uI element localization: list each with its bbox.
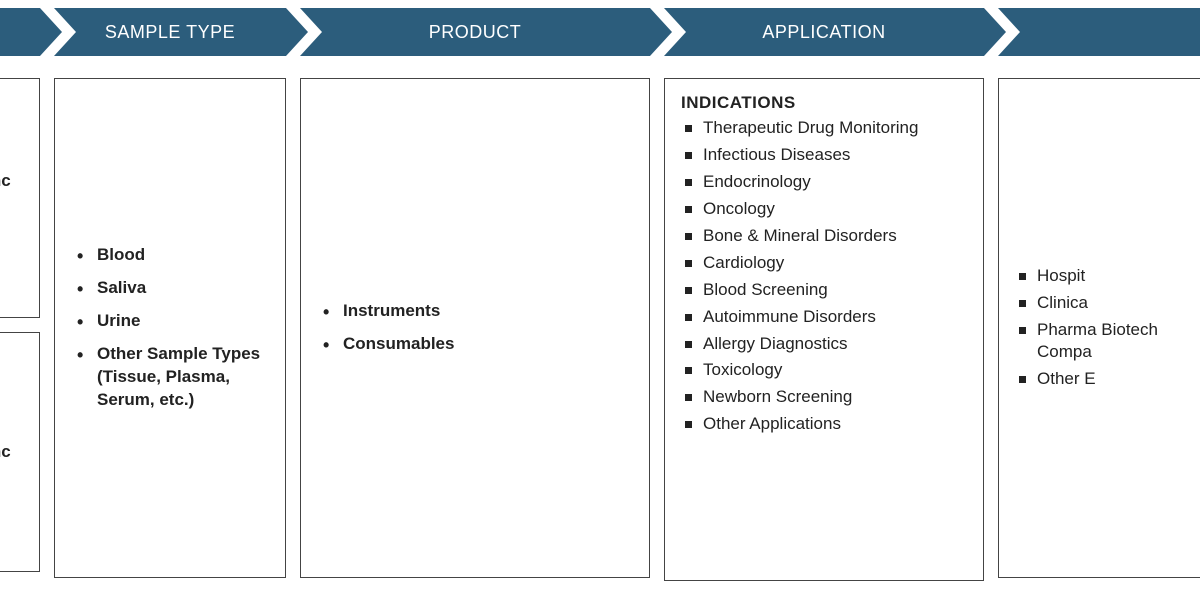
list-item: Infectious Diseases: [681, 144, 967, 167]
list-item: Bone & Mineral Disorders: [681, 225, 967, 248]
list-item: Oncology: [681, 198, 967, 221]
header-label: SAMPLE TYPE: [105, 22, 235, 43]
column-product: PRODUCT Instruments Consumables: [300, 8, 650, 581]
list-item: Blood Screening: [681, 279, 967, 302]
list-item: escenc: [0, 441, 11, 464]
list-item: Instruments: [317, 300, 454, 323]
list-item: escenc: [0, 170, 11, 193]
segmentation-diagram: RY escenc say e escenc ssay SAMPLE TYPE: [0, 0, 1200, 589]
sample-type-box: Blood Saliva Urine Other Sample Types (T…: [54, 78, 286, 578]
list-item: Newborn Screening: [681, 386, 967, 409]
list-item: Hospit: [1015, 265, 1200, 288]
column-application: APPLICATION INDICATIONS Therapeutic Drug…: [664, 8, 984, 581]
list-item: Other Sample Types (Tissue, Plasma, Seru…: [71, 343, 269, 412]
header-product: PRODUCT: [300, 8, 650, 56]
product-box: Instruments Consumables: [300, 78, 650, 578]
list-item: Cardiology: [681, 252, 967, 275]
list-item: say: [0, 203, 11, 226]
header-sample-type: SAMPLE TYPE: [54, 8, 286, 56]
list-item: Pharma Biotech Compa: [1015, 319, 1200, 365]
list-item: e: [0, 408, 11, 431]
list-item: Therapeutic Drug Monitoring: [681, 117, 967, 140]
header-end-user: [998, 8, 1200, 56]
header-application: APPLICATION: [664, 8, 984, 56]
end-user-box: Hospit Clinica Pharma Biotech Compa Othe…: [998, 78, 1200, 578]
list-item: Saliva: [71, 277, 269, 300]
header-technology: RY: [0, 8, 40, 56]
column-end-user: Hospit Clinica Pharma Biotech Compa Othe…: [998, 8, 1200, 581]
column-sample-type: SAMPLE TYPE Blood Saliva Urine Other Sam…: [54, 8, 286, 581]
list-item: Urine: [71, 310, 269, 333]
list-item: Clinica: [1015, 292, 1200, 315]
list-item: Allergy Diagnostics: [681, 333, 967, 356]
header-label: PRODUCT: [429, 22, 522, 43]
list-item: Other E: [1015, 368, 1200, 391]
list-item: Autoimmune Disorders: [681, 306, 967, 329]
list-item: ssay: [0, 473, 11, 496]
list-item: Endocrinology: [681, 171, 967, 194]
application-box: INDICATIONS Therapeutic Drug Monitoring …: [664, 78, 984, 581]
technology-box-1: escenc say: [0, 78, 40, 318]
list-item: Consumables: [317, 333, 454, 356]
list-item: Other Applications: [681, 413, 967, 436]
indications-title: INDICATIONS: [681, 93, 967, 113]
list-item: Blood: [71, 244, 269, 267]
list-item: Toxicology: [681, 359, 967, 382]
header-label: APPLICATION: [762, 22, 885, 43]
column-technology: RY escenc say e escenc ssay: [0, 8, 40, 581]
technology-box-2: e escenc ssay: [0, 332, 40, 572]
